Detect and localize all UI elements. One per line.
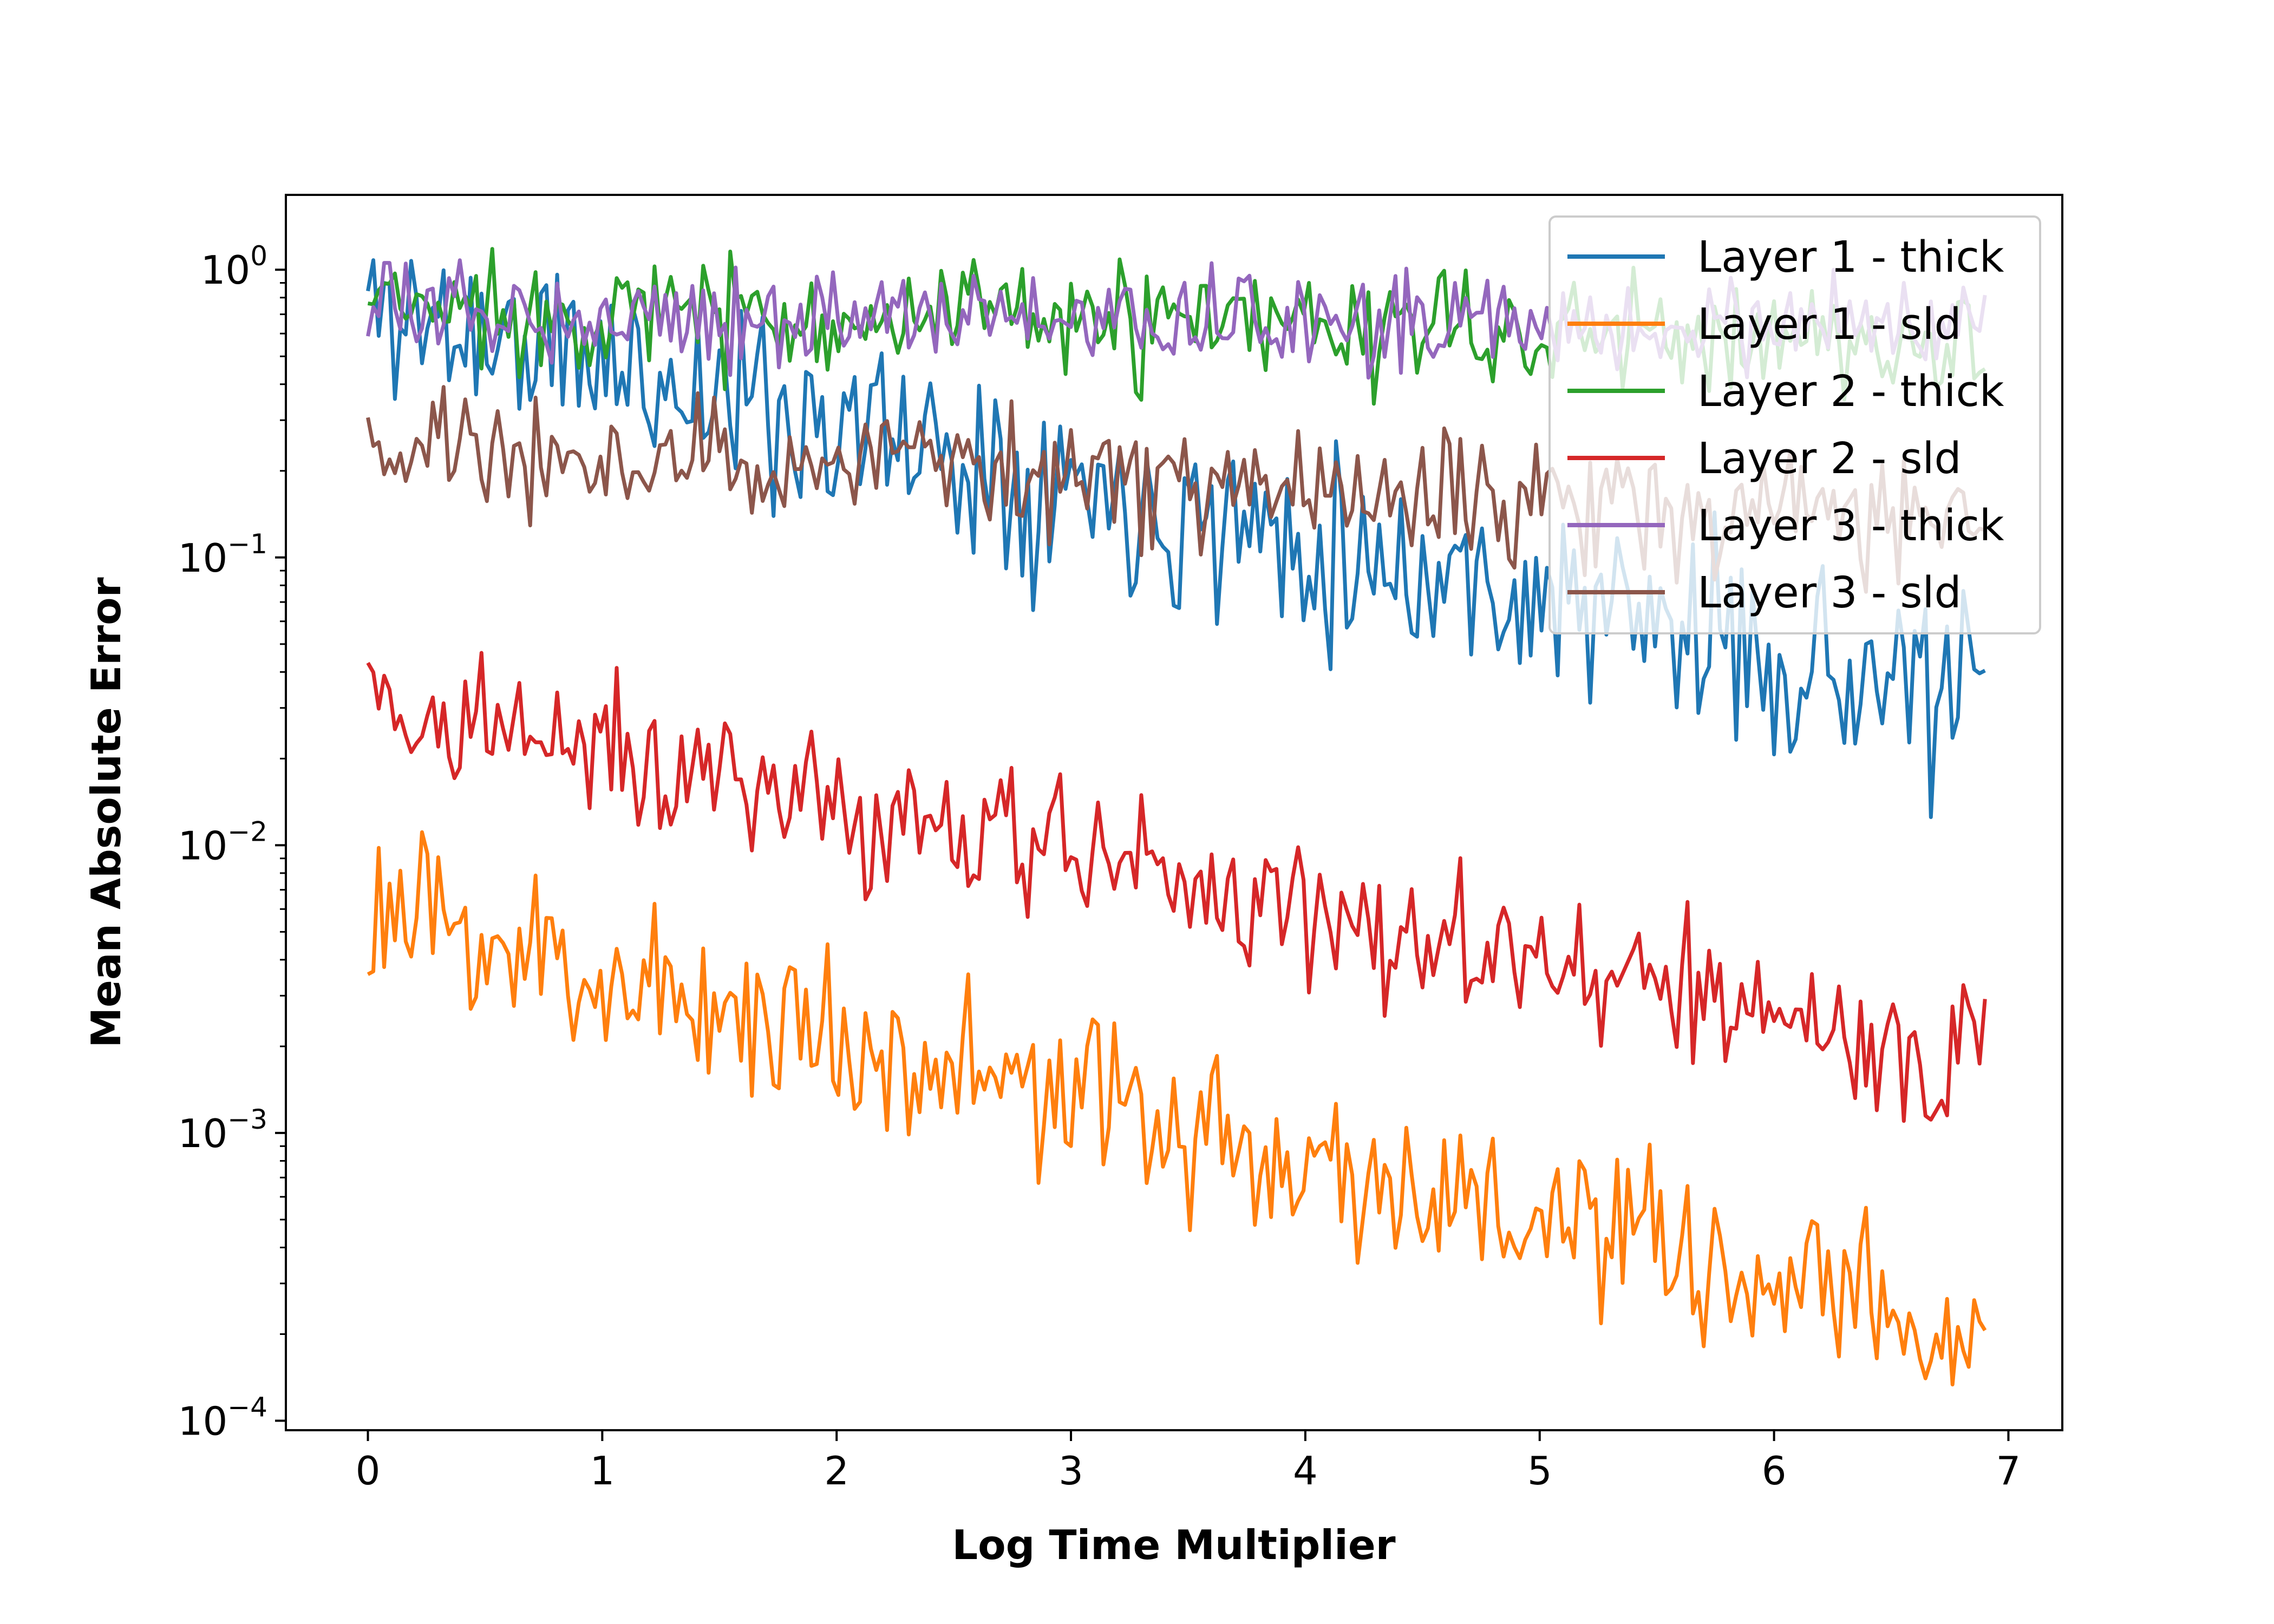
x-axis-title: Log Time Multiplier (952, 1521, 1395, 1569)
plot-frame (285, 194, 2063, 1431)
y-tick-label: 10−1 (178, 528, 267, 581)
legend-label: Layer 1 - thick (1697, 232, 2004, 282)
legend-label: Layer 3 - sld (1697, 568, 1962, 618)
legend-label: Layer 2 - sld (1697, 434, 1962, 483)
y-tick-label: 100 (201, 240, 267, 293)
legend: Layer 1 - thick Layer 1 - sld Layer 2 - th… (1548, 215, 2041, 634)
x-tick-label: 6 (1762, 1448, 1787, 1494)
x-axis-ticks: 0 1 2 3 4 5 6 7 (356, 1430, 2021, 1494)
x-tick-label: 2 (824, 1448, 849, 1494)
y-tick-label: 10−2 (178, 816, 267, 868)
series-line (366, 651, 1987, 1123)
y-axis-ticks: 100 10−1 10−2 10−3 10−4 (178, 240, 286, 1444)
legend-label: Layer 2 - thick (1697, 366, 2004, 416)
series-line (367, 830, 1987, 1387)
x-tick-label: 4 (1293, 1448, 1318, 1494)
x-tick-label: 1 (590, 1448, 615, 1494)
y-tick-label: 10−4 (178, 1392, 267, 1444)
x-tick-label: 3 (1058, 1448, 1083, 1494)
legend-label: Layer 3 - thick (1697, 501, 2004, 551)
x-tick-label: 7 (1996, 1448, 2021, 1494)
legend-frame (1548, 215, 2041, 634)
x-tick-label: 5 (1527, 1448, 1552, 1494)
y-axis-title: Mean Absolute Error (82, 577, 130, 1047)
y-tick-label: 10−3 (178, 1104, 267, 1156)
x-tick-label: 0 (356, 1448, 381, 1494)
legend-label: Layer 1 - sld (1697, 299, 1962, 349)
